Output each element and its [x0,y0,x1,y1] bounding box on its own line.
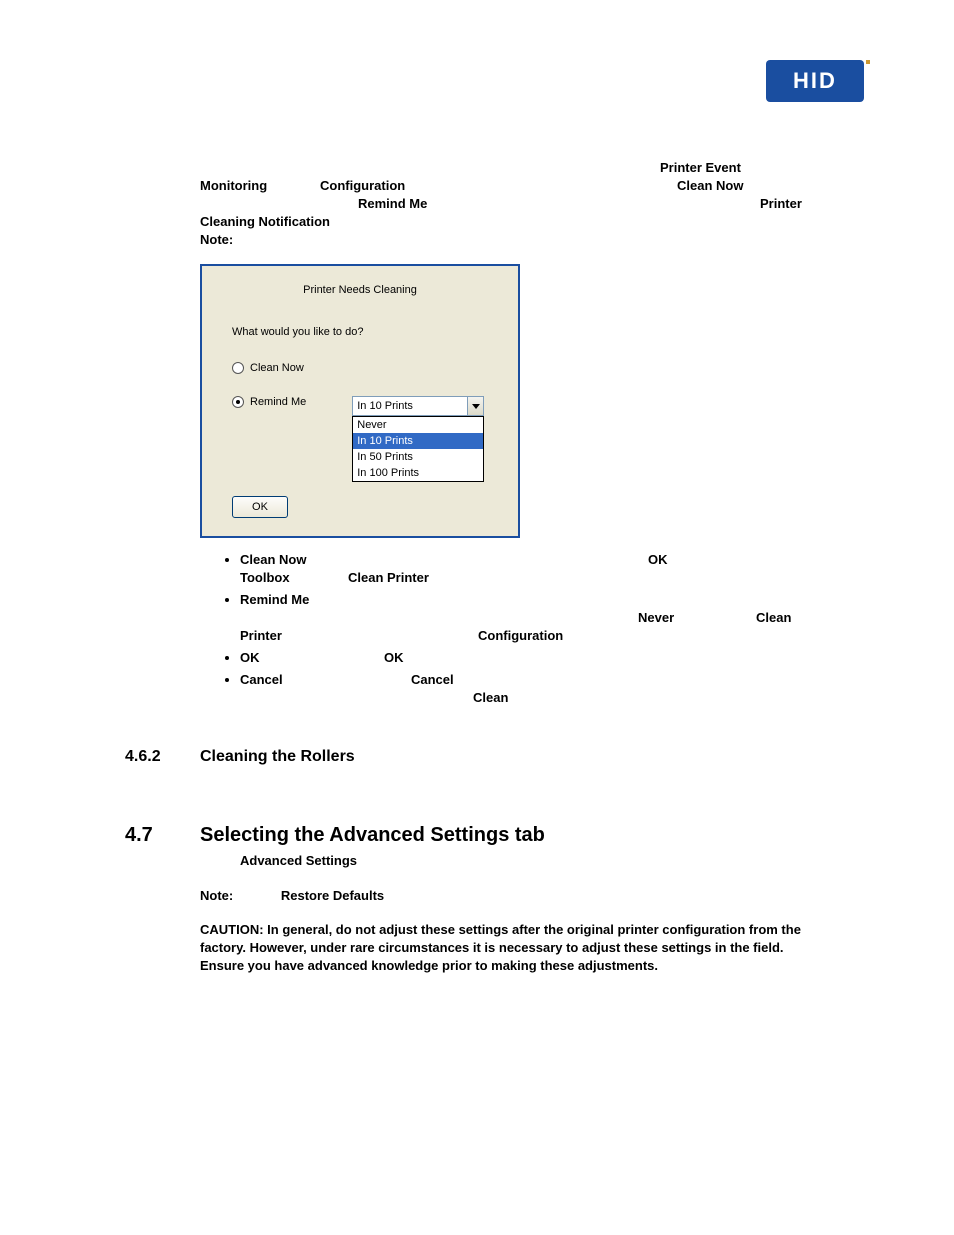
bullet-remind-me: Remind Me [240,592,309,607]
section-47-heading: 4.7 Selecting the Advanced Settings tab [200,824,860,847]
bullet-cancel2: Cancel [411,672,454,687]
option-in-10[interactable]: In 10 Prints [353,433,483,449]
label-monitoring: Monitoring [200,178,267,193]
radio-remind-me-label: Remind Me [250,396,306,408]
bullet-clean-printer: Clean Printer [348,570,429,585]
list-item: OK OK [240,650,860,668]
label-configuration: Configuration [320,178,405,193]
option-never[interactable]: Never [353,417,483,433]
label-cleaning-notification: Cleaning Notification [200,214,330,229]
bullet-never: Never [638,610,674,625]
radio-icon [232,362,244,374]
ok-button[interactable]: OK [232,496,288,518]
advanced-settings-label: Advanced Settings [240,853,357,868]
list-item: Remind Me Never Clean Printer Configurat… [240,592,860,646]
chevron-down-icon [472,404,480,409]
bullet-clean: Clean [756,610,791,625]
advanced-settings-subhead: Advanced Settings [200,853,860,868]
caution-text: CAUTION: In general, do not adjust these… [200,921,820,976]
page-content: Printer Event Monitoring Configuration C… [200,160,860,976]
section-47-title: Selecting the Advanced Settings tab [200,824,545,846]
bullet-ok2: OK [384,650,404,665]
bullet-ok: OK [648,552,668,567]
label-printer-event: Printer Event [660,160,741,175]
label-remind-me: Remind Me [358,196,427,211]
brand-logo: HID [766,60,864,102]
cleaning-dialog: Printer Needs Cleaning What would you li… [200,264,520,538]
note-restore-defaults: Note: Restore Defaults [200,888,860,903]
remind-interval-listbox[interactable]: Never In 10 Prints In 50 Prints In 100 P… [352,416,484,482]
list-item: Clean Now OK Toolbox Clean Printer [240,552,860,588]
option-in-100[interactable]: In 100 Prints [353,465,483,481]
radio-clean-now[interactable]: Clean Now [232,362,488,374]
bullet-cancel: Cancel [240,672,283,687]
section-462-num: 4.6.2 [125,748,161,766]
bullet-ok: OK [240,650,260,665]
bullet-configuration: Configuration [478,628,563,643]
list-item: Cancel Cancel Clean [240,672,860,708]
brand-logo-text: HID [793,68,837,94]
label-printer: Printer [760,196,802,211]
section-462-heading: 4.6.2 Cleaning the Rollers [200,748,860,766]
label-note: Note: [200,232,233,247]
dialog-question: What would you like to do? [232,326,488,338]
section-47-num: 4.7 [125,824,153,847]
remind-interval-select[interactable]: In 10 Prints [352,396,484,416]
section-462-title: Cleaning the Rollers [200,748,355,765]
radio-remind-me[interactable]: Remind Me [232,396,306,408]
bullet-clean: Clean [473,690,508,705]
note-label: Note: [200,888,233,903]
label-clean-now: Clean Now [677,178,743,193]
combo-value: In 10 Prints [357,400,413,412]
bullet-list: Clean Now OK Toolbox Clean Printer Remin… [200,552,860,708]
bullet-toolbox: Toolbox [240,570,290,585]
bullet-clean-now: Clean Now [240,552,306,567]
ok-button-label: OK [252,501,268,513]
bullet-printer: Printer [240,628,282,643]
dropdown-button[interactable] [467,397,483,415]
radio-clean-now-label: Clean Now [250,362,304,374]
restore-defaults-label: Restore Defaults [281,888,384,903]
dialog-title: Printer Needs Cleaning [232,284,488,296]
option-in-50[interactable]: In 50 Prints [353,449,483,465]
radio-icon [232,396,244,408]
